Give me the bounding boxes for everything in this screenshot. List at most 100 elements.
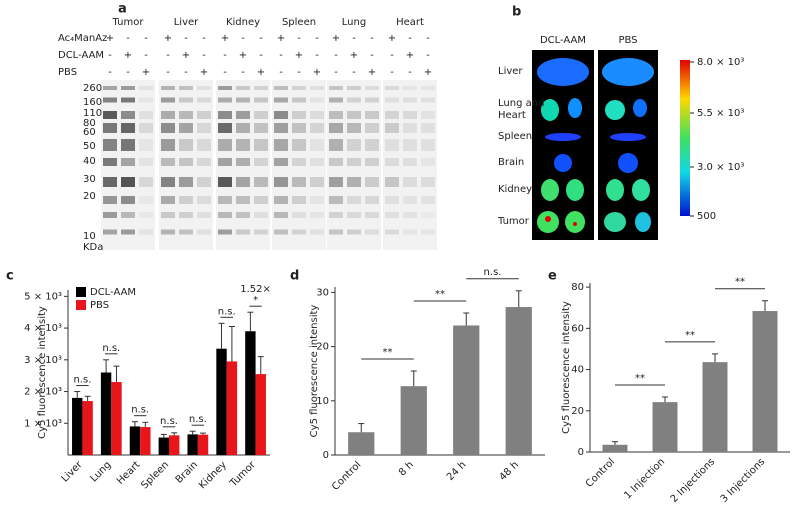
blot-band xyxy=(218,196,232,204)
blot-band xyxy=(103,139,117,151)
sign: + xyxy=(313,67,321,78)
blot-band xyxy=(121,212,135,218)
y-axis-label: Cy5 fluorescence intensity xyxy=(309,305,320,438)
blot-band xyxy=(274,158,288,166)
blot-band xyxy=(329,177,343,187)
bar xyxy=(245,331,256,455)
blot-band xyxy=(365,196,379,204)
blot-band xyxy=(365,123,379,133)
sig-label: ** xyxy=(685,330,695,341)
y-tick-label: 60 xyxy=(571,323,584,334)
blot-band xyxy=(179,97,193,103)
blot-band xyxy=(347,111,361,119)
blot-band xyxy=(329,158,343,166)
mw-marker: 40 xyxy=(83,156,96,167)
blot-band xyxy=(197,229,211,235)
sign: + xyxy=(332,33,340,44)
panel-label: b xyxy=(512,5,521,20)
x-tick-label: Heart xyxy=(115,459,143,487)
blot-band xyxy=(161,97,175,103)
blot-band xyxy=(329,123,343,133)
blot-band xyxy=(121,123,135,133)
bar xyxy=(72,397,83,455)
colorbar-label: 8.0 × 10³ xyxy=(697,57,744,68)
x-tick-label: Liver xyxy=(60,459,86,485)
mw-marker: KDa xyxy=(83,242,103,253)
bar xyxy=(129,426,141,455)
sign: - xyxy=(390,67,394,78)
organ-image xyxy=(537,58,589,86)
blot-band xyxy=(385,196,399,204)
x-tick-label: Control xyxy=(330,459,363,492)
blot-band xyxy=(421,97,435,103)
blot-band xyxy=(421,123,435,133)
blot-band xyxy=(310,196,324,204)
blot-band xyxy=(139,212,153,218)
bar xyxy=(169,435,180,455)
blot-band xyxy=(254,97,268,103)
sig-label: ** xyxy=(635,373,645,384)
y-tick-label: 4 × 10³ xyxy=(24,323,62,334)
sign: - xyxy=(408,33,412,44)
blot-band xyxy=(218,158,232,166)
blot-band xyxy=(365,139,379,151)
blot-lane-bg xyxy=(383,80,437,250)
x-tick-label: 24 h xyxy=(445,459,469,483)
blot-band xyxy=(292,139,306,151)
colorbar xyxy=(680,60,690,216)
sign: - xyxy=(259,50,263,61)
y-tick-label: 1 × 10³ xyxy=(24,418,62,429)
blot-band xyxy=(139,158,153,166)
blot-band xyxy=(274,229,288,235)
blot-band xyxy=(103,158,117,166)
row-label: PBS xyxy=(58,67,77,78)
blot-band xyxy=(403,97,417,103)
blot-band xyxy=(329,196,343,204)
y-tick-label: 20 xyxy=(316,342,329,353)
blot-band xyxy=(421,111,435,119)
blot-band xyxy=(292,158,306,166)
sign: + xyxy=(277,33,285,44)
blot-band xyxy=(236,123,250,133)
legend-swatch xyxy=(76,287,86,297)
blot-band xyxy=(347,196,361,204)
blot-band xyxy=(365,97,379,103)
blot-band xyxy=(365,111,379,119)
blot-band xyxy=(403,111,417,119)
legend-label: PBS xyxy=(90,300,109,311)
y-axis-label: Cy5 fluorescence intensity xyxy=(37,306,48,439)
y-tick-label: 30 xyxy=(316,287,329,298)
blot-band xyxy=(421,212,435,218)
blot-band xyxy=(179,86,193,90)
organ-image xyxy=(541,179,559,201)
sign: - xyxy=(408,67,412,78)
blot-band xyxy=(385,86,399,90)
mw-marker: 10 xyxy=(83,231,96,242)
blot-band xyxy=(218,123,232,133)
blot-band xyxy=(218,139,232,151)
legend-label: DCL-AAM xyxy=(90,287,136,298)
x-tick-label: Control xyxy=(584,456,617,489)
blot-band xyxy=(254,177,268,187)
bar xyxy=(348,432,375,455)
blot-band xyxy=(254,86,268,90)
organ-image xyxy=(605,100,625,120)
blot-band xyxy=(403,123,417,133)
sign: - xyxy=(144,33,148,44)
blot-band xyxy=(121,158,135,166)
blot-band xyxy=(403,86,417,90)
sign: - xyxy=(108,67,112,78)
blot-band xyxy=(347,97,361,103)
bar xyxy=(111,382,122,455)
sign: + xyxy=(368,67,376,78)
blot-band xyxy=(310,177,324,187)
y-tick-label: 5 × 10³ xyxy=(24,291,62,302)
sign: - xyxy=(241,67,245,78)
blot-band xyxy=(403,177,417,187)
blot-band xyxy=(421,139,435,151)
blot-band xyxy=(310,212,324,218)
blot-band xyxy=(236,229,250,235)
organ-image xyxy=(618,153,638,173)
organ-label: Liver xyxy=(498,66,523,77)
